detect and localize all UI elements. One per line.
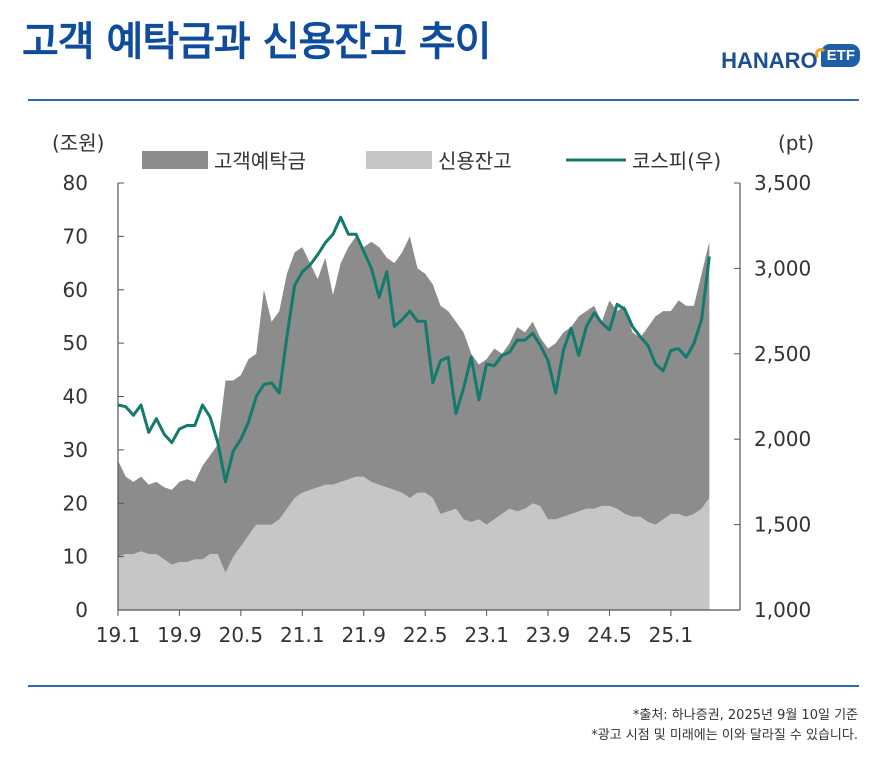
left-tick-label: 80 <box>63 171 88 195</box>
x-tick-label: 23.1 <box>464 623 509 647</box>
left-tick-label: 60 <box>63 278 88 302</box>
left-tick-label: 70 <box>63 224 88 248</box>
legend-kospi-label: 코스피(우) <box>632 149 721 173</box>
left-tick-label: 20 <box>63 491 88 515</box>
deposits-area <box>118 236 710 610</box>
right-tick-label: 3,000 <box>754 256 811 280</box>
x-tick-label: 20.5 <box>219 623 264 647</box>
kospi-line <box>117 215 711 484</box>
x-tick-label: 19.1 <box>96 623 141 647</box>
legend-deposits-swatch <box>142 151 208 169</box>
left-tick-label: 10 <box>63 545 88 569</box>
x-tick-label: 23.9 <box>526 623 571 647</box>
x-tick-label: 25.1 <box>649 623 694 647</box>
top-divider <box>28 99 859 101</box>
x-tick-label: 24.5 <box>587 623 632 647</box>
source-note: *출처: 하나증권, 2025년 9월 10일 기준 <box>632 708 858 723</box>
left-tick-label: 0 <box>75 598 88 622</box>
left-tick-label: 40 <box>63 385 88 409</box>
legend-deposits-label: 고객예탁금 <box>214 149 306 173</box>
right-tick-label: 1,500 <box>754 513 811 537</box>
disclaimer-note: *광고 시점 및 미래에는 이와 달라질 수 있습니다. <box>591 728 858 743</box>
chart-legend: 고객예탁금 신용잔고 코스피(우) <box>142 149 721 173</box>
bottom-divider <box>28 685 859 687</box>
right-tick-label: 3,500 <box>754 171 811 195</box>
left-axis-unit: (조원) <box>52 131 104 155</box>
footnotes: *출처: 하나증권, 2025년 9월 10일 기준 *광고 시점 및 미래에는… <box>591 706 858 746</box>
logo-etf-badge: ETF <box>814 43 860 67</box>
x-tick-label: 21.9 <box>341 623 386 647</box>
left-tick-label: 50 <box>63 331 88 355</box>
x-tick-label: 22.5 <box>403 623 448 647</box>
logo-text: HANARO <box>721 48 818 73</box>
right-tick-label: 2,000 <box>754 427 811 451</box>
credit-area <box>118 476 710 610</box>
right-tick-label: 1,000 <box>754 598 811 622</box>
page-title: 고객 예탁금과 신용잔고 추이 <box>22 19 491 65</box>
legend-credit-label: 신용잔고 <box>438 149 512 173</box>
x-tick-label: 21.1 <box>280 623 325 647</box>
right-axis-unit: (pt) <box>778 131 814 155</box>
left-tick-label: 30 <box>63 438 88 462</box>
right-tick-label: 2,500 <box>754 342 811 366</box>
legend-credit-swatch <box>366 151 432 169</box>
x-tick-label: 19.9 <box>157 623 202 647</box>
hanaro-etf-logo: HANARO ETF <box>721 43 860 74</box>
deposit-credit-kospi-chart: 고객예탁금 신용잔고 코스피(우) (조원) (pt) 0 10 20 30 40 50 6… <box>52 131 814 647</box>
